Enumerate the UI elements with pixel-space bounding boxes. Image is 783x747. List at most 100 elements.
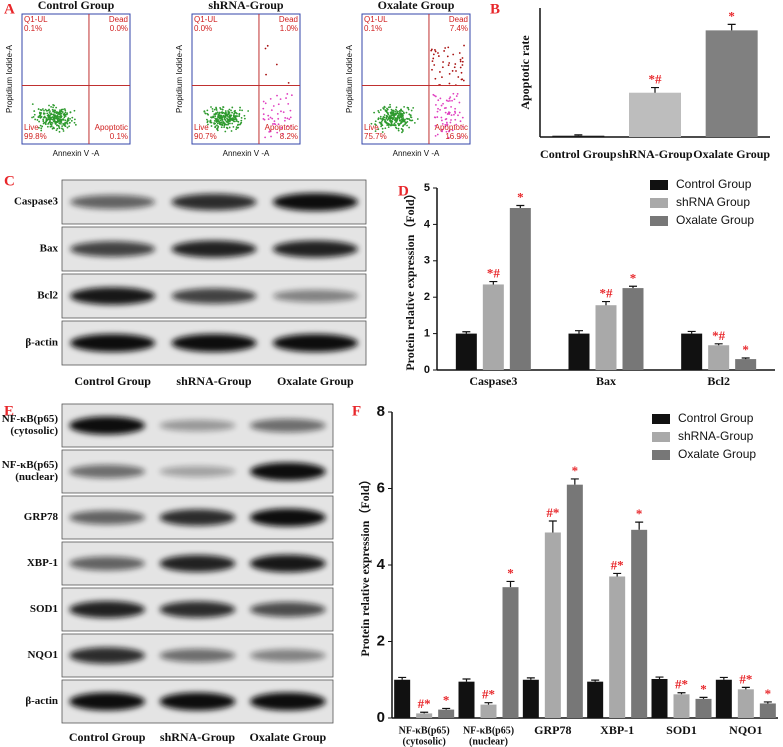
cell-dot: [269, 129, 271, 132]
cell-dot: [458, 52, 461, 54]
cell-dot: [442, 61, 444, 63]
cell-dot: [437, 99, 440, 102]
error-bar: [741, 686, 750, 690]
panel-label: E: [4, 403, 14, 419]
cell-dot: [396, 115, 399, 118]
cell-dot: [373, 111, 376, 114]
error-bar: [398, 676, 407, 680]
cell-dot: [227, 123, 229, 126]
cell-dot: [59, 109, 61, 111]
y-tick-label: 2: [377, 632, 385, 649]
cell-dot: [277, 123, 280, 126]
bar: [609, 576, 626, 718]
cell-dot: [459, 120, 462, 123]
cell-dot: [406, 124, 408, 127]
significance-label: *: [728, 8, 735, 23]
bar: [566, 484, 583, 718]
cell-dot: [217, 125, 220, 128]
cell-dot: [454, 63, 457, 65]
cell-dot: [445, 130, 448, 133]
significance-label: *: [765, 686, 772, 701]
quadrant-label: Dead: [109, 15, 128, 24]
cell-dot: [231, 122, 234, 125]
error-bar: [548, 520, 557, 533]
cell-dot: [229, 115, 232, 118]
cell-dot: [47, 113, 50, 116]
cell-dot: [374, 120, 377, 123]
cell-dot: [52, 103, 55, 106]
error-bar: [613, 572, 622, 577]
legend-label: Control Group: [676, 177, 752, 191]
cell-dot: [214, 113, 217, 116]
y-tick-label: 4: [424, 218, 431, 230]
cell-dot: [214, 117, 217, 120]
cell-dot: [36, 119, 39, 121]
cell-dot: [273, 120, 276, 123]
cell-dot: [64, 123, 67, 125]
blot-row-label: Bax: [40, 243, 59, 255]
y-tick-label: 0: [377, 709, 385, 726]
cell-dot: [436, 133, 439, 136]
error-bar: [506, 580, 515, 588]
cell-dot: [457, 114, 459, 117]
cell-dot: [413, 122, 416, 124]
cell-dot: [224, 123, 226, 125]
blot-row-label: Bcl2: [37, 290, 58, 302]
bar: [629, 92, 681, 137]
cell-dot: [450, 105, 452, 108]
cell-dot: [262, 117, 265, 120]
cell-dot: [239, 106, 241, 109]
bar: [631, 529, 648, 718]
flow-title: shRNA-Group: [208, 0, 283, 12]
cell-dot: [50, 123, 53, 126]
cell-dot: [224, 110, 227, 112]
cell-dot: [57, 117, 60, 120]
cell-dot: [458, 111, 461, 114]
cell-dot: [60, 110, 63, 113]
cell-dot: [458, 101, 461, 104]
error-bar: [462, 678, 471, 682]
cell-dot: [221, 124, 224, 127]
cell-dot: [448, 82, 451, 85]
cell-dot: [40, 127, 43, 130]
cell-dot: [455, 123, 458, 126]
cell-dot: [378, 121, 381, 124]
cell-dot: [64, 115, 67, 117]
cell-dot: [228, 108, 231, 111]
panel-label: C: [4, 173, 15, 189]
cell-dot: [401, 128, 404, 131]
cell-dot: [40, 112, 43, 114]
cell-dot: [66, 120, 69, 123]
x-tick-label: (nuclear): [469, 736, 508, 747]
cell-dot: [460, 71, 463, 74]
cell-dot: [402, 125, 404, 128]
cell-dot: [267, 118, 270, 121]
y-tick-label: 5: [424, 182, 430, 194]
cell-dot: [459, 58, 462, 61]
legend-label: Oxalate Group: [676, 213, 754, 227]
significance-label: #*: [739, 671, 752, 686]
cell-dot: [45, 109, 48, 112]
cell-dot: [378, 111, 380, 114]
cell-dot: [385, 117, 388, 120]
legend-swatch: [652, 414, 670, 424]
quadrant-label: Apoptotic: [95, 123, 128, 132]
cell-dot: [395, 110, 398, 112]
cell-dot: [289, 109, 292, 112]
cell-dot: [34, 118, 37, 121]
cell-dot: [231, 111, 233, 114]
blot-band: [249, 649, 326, 662]
blot-band: [249, 554, 326, 573]
error-bar: [651, 86, 659, 93]
cell-dot: [51, 108, 54, 111]
cell-dot: [404, 122, 407, 125]
cell-dot: [401, 131, 403, 134]
cell-dot: [60, 121, 62, 124]
cell-dot: [219, 108, 222, 110]
cell-dot: [441, 66, 444, 69]
error-bar: [629, 285, 637, 289]
x-tick-label: NF-κB(p65): [399, 725, 450, 736]
cell-dot: [449, 121, 452, 124]
cell-dot: [461, 57, 464, 59]
cell-dot: [60, 122, 62, 125]
